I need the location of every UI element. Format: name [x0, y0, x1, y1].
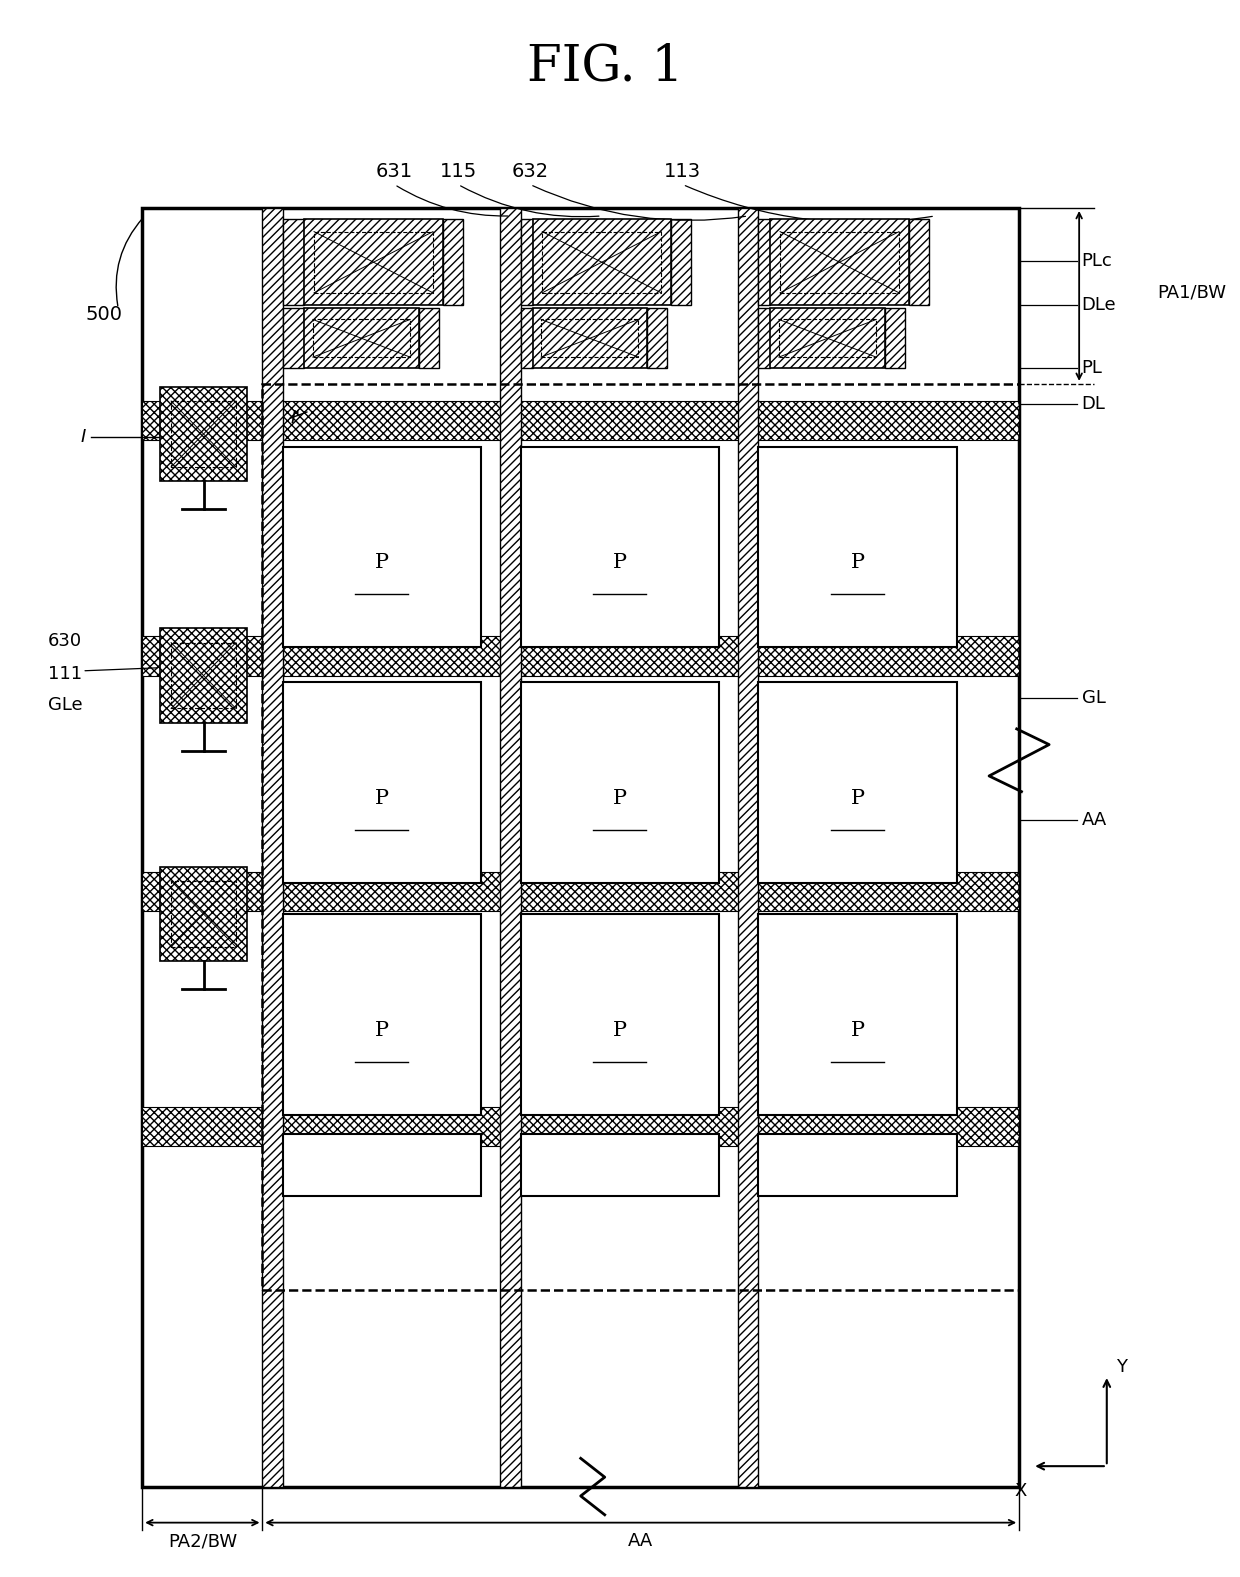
Bar [171, 882, 236, 946]
Bar [305, 309, 419, 367]
Text: AA: AA [1081, 811, 1107, 830]
Text: AA: AA [629, 1531, 653, 1550]
Bar [171, 642, 236, 708]
Bar [283, 446, 481, 647]
Bar [314, 232, 433, 293]
Text: PA1/BW: PA1/BW [1157, 284, 1226, 301]
Bar [759, 1134, 956, 1197]
Bar [283, 309, 305, 367]
Bar [770, 309, 884, 367]
Bar [283, 219, 305, 306]
Text: FIG. 1: FIG. 1 [527, 43, 683, 91]
Text: GL: GL [1081, 689, 1105, 706]
Bar [884, 309, 905, 367]
Bar [533, 309, 647, 367]
Bar [283, 681, 481, 883]
Text: P: P [613, 554, 626, 572]
Text: 500: 500 [86, 306, 123, 325]
Text: P: P [613, 1020, 626, 1039]
Text: PA2/BW: PA2/BW [167, 1531, 237, 1550]
Bar [759, 309, 770, 367]
Bar [521, 681, 719, 883]
Bar [542, 232, 661, 293]
Text: P: P [374, 554, 389, 572]
Bar [671, 219, 691, 306]
Bar [647, 309, 667, 367]
Text: Y: Y [1116, 1358, 1127, 1377]
Text: GLe: GLe [47, 697, 82, 714]
Text: PL: PL [1081, 360, 1102, 377]
Text: 632: 632 [512, 162, 549, 181]
Bar [143, 637, 1019, 675]
Bar [780, 232, 899, 293]
Text: I': I' [290, 410, 300, 427]
Bar [759, 915, 956, 1115]
Bar [283, 915, 481, 1115]
Bar [143, 872, 1019, 912]
Bar [419, 309, 439, 367]
Bar [263, 208, 283, 1487]
Bar [541, 320, 639, 356]
Text: DL: DL [1081, 396, 1105, 413]
Bar [738, 208, 759, 1487]
Bar [533, 219, 671, 306]
Text: 630: 630 [48, 632, 82, 650]
Bar [143, 208, 1019, 1487]
Bar [305, 219, 443, 306]
Bar [160, 629, 247, 722]
Bar [443, 219, 463, 306]
Text: 115: 115 [439, 162, 477, 181]
Bar [521, 309, 533, 367]
Text: I: I [81, 427, 86, 446]
Text: DLe: DLe [1081, 296, 1116, 314]
Bar [759, 446, 956, 647]
Text: P: P [851, 554, 864, 572]
Bar [171, 401, 236, 467]
Bar [770, 219, 909, 306]
Bar [909, 219, 929, 306]
Bar [160, 386, 247, 481]
Text: P: P [851, 1020, 864, 1039]
Bar [160, 867, 247, 960]
Text: P: P [374, 788, 389, 807]
Text: 631: 631 [376, 162, 413, 181]
Bar [143, 1107, 1019, 1146]
Bar [779, 320, 877, 356]
Bar [521, 446, 719, 647]
Bar [759, 681, 956, 883]
Bar [263, 383, 1019, 1290]
Bar [521, 1134, 719, 1197]
Bar [143, 401, 1019, 440]
Text: PLc: PLc [1081, 252, 1112, 270]
Text: 111: 111 [48, 665, 82, 683]
Bar [759, 219, 770, 306]
Bar [521, 915, 719, 1115]
Bar [521, 219, 533, 306]
Bar [500, 208, 521, 1487]
Text: 113: 113 [665, 162, 702, 181]
Text: X: X [1014, 1482, 1027, 1500]
Bar [283, 1134, 481, 1197]
Bar [312, 320, 410, 356]
Text: P: P [374, 1020, 389, 1039]
Text: P: P [851, 788, 864, 807]
Text: P: P [613, 788, 626, 807]
